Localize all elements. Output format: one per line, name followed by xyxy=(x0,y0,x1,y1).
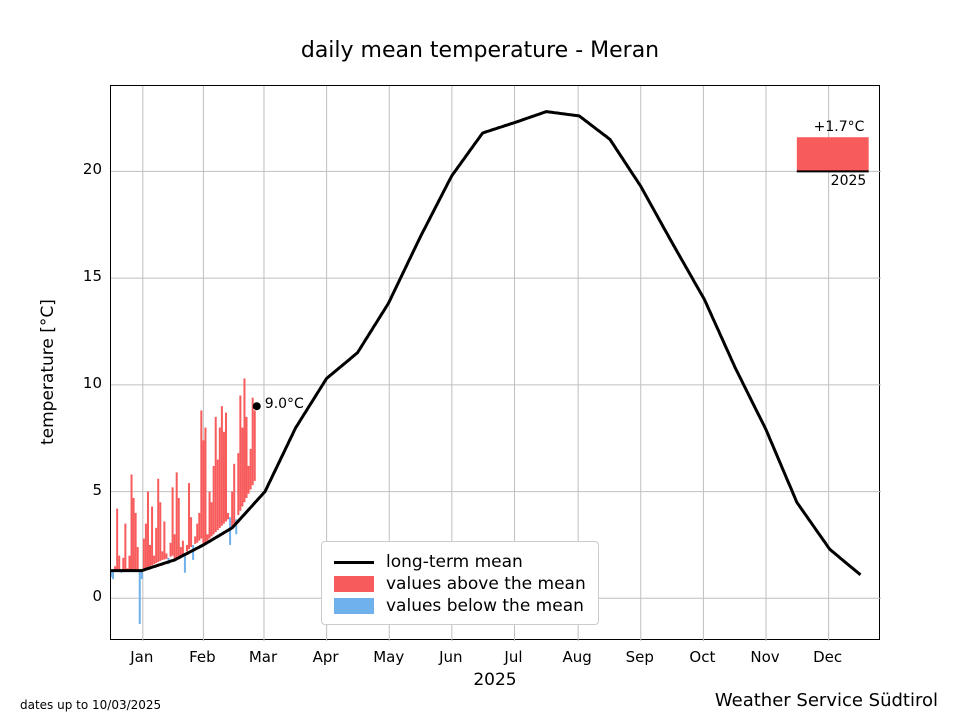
y-tick-label: 5 xyxy=(62,481,102,499)
x-tick-label: Nov xyxy=(750,648,780,666)
x-tick-label: May xyxy=(373,648,403,666)
footer-right: Weather Service Südtirol xyxy=(715,690,938,711)
x-tick-label: Mar xyxy=(248,648,278,666)
current-point xyxy=(253,402,261,410)
legend-label-above: values above the mean xyxy=(386,574,586,594)
legend-row-above: values above the mean xyxy=(334,574,586,594)
legend: long-term mean values above the mean val… xyxy=(321,541,599,625)
legend-label-mean: long-term mean xyxy=(386,552,523,572)
current-point-label: 9.0°C xyxy=(265,396,304,412)
legend-patch-below xyxy=(334,598,374,614)
y-tick-label: 10 xyxy=(62,374,102,392)
chart-container: daily mean temperature - Meran temperatu… xyxy=(0,0,960,720)
footer-left: dates up to 10/03/2025 xyxy=(20,698,161,712)
y-tick-label: 15 xyxy=(62,267,102,285)
plot-area: long-term mean values above the mean val… xyxy=(110,85,880,640)
x-tick-label: Apr xyxy=(311,648,341,666)
legend-patch-above xyxy=(334,576,374,592)
legend-row-below: values below the mean xyxy=(334,596,586,616)
x-tick-label: Sep xyxy=(625,648,655,666)
x-axis-year-label: 2025 xyxy=(110,670,880,690)
x-tick-label: Jul xyxy=(498,648,528,666)
anomaly-bars xyxy=(111,378,256,623)
anomaly-year-label: 2025 xyxy=(831,173,867,189)
x-tick-label: Oct xyxy=(687,648,717,666)
legend-label-below: values below the mean xyxy=(386,596,584,616)
legend-line-icon xyxy=(334,561,374,564)
x-tick-label: Feb xyxy=(187,648,217,666)
chart-title: daily mean temperature - Meran xyxy=(0,38,960,63)
anomaly-summary-box xyxy=(797,137,869,171)
y-tick-label: 20 xyxy=(62,160,102,178)
anomaly-value-label: +1.7°C xyxy=(814,119,865,135)
x-tick-label: Jan xyxy=(127,648,157,666)
x-tick-label: Aug xyxy=(562,648,592,666)
legend-row-mean: long-term mean xyxy=(334,552,586,572)
x-tick-label: Dec xyxy=(813,648,843,666)
y-axis-label: temperature [°C] xyxy=(38,299,58,445)
x-tick-label: Jun xyxy=(436,648,466,666)
y-tick-label: 0 xyxy=(62,587,102,605)
